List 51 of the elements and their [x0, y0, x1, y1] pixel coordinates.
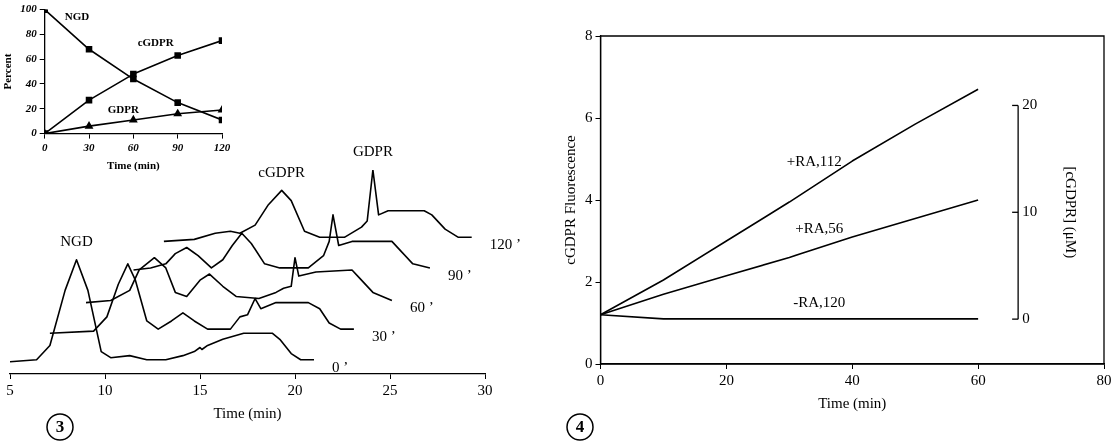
x-axis-title: Time (min) [213, 404, 282, 422]
y-tick-label: 4 [585, 190, 593, 207]
x-tick-label: 20 [287, 381, 303, 398]
annotation: cGDPR [258, 163, 306, 180]
x-tick-label: 25 [382, 381, 398, 398]
series-label: 120 ’ [489, 236, 521, 253]
y-tick-label: 8 [585, 26, 593, 43]
series-label: 90 ’ [447, 266, 472, 283]
x-axis-title: Time (min) [818, 394, 887, 412]
series-label: 0 ’ [332, 358, 349, 375]
series-label: NGD [64, 10, 90, 23]
x-tick-label: 120 [213, 141, 231, 154]
y-axis-title: Percent [1, 53, 14, 90]
x-tick-label: 0 [41, 141, 48, 154]
annotation: NGD [60, 233, 93, 250]
series-label: +RA,56 [795, 220, 844, 237]
y-tick-label: 100 [20, 2, 38, 15]
y-tick-label: 60 [25, 52, 38, 65]
series-label: -RA,120 [793, 293, 846, 310]
series-label: 60 ’ [409, 299, 434, 316]
x-tick-label: 30 [82, 141, 96, 154]
y-axis-title: cGDPR Fluorescence [561, 134, 578, 265]
x-tick-label: 30 [477, 381, 493, 398]
y2-tick-label: 10 [1022, 203, 1038, 220]
y-tick-label: 2 [585, 272, 593, 289]
y2-axis-title: [cGDPR] (μM) [1062, 166, 1080, 259]
x-tick-label: 10 [97, 381, 113, 398]
x-tick-label: 15 [192, 381, 208, 398]
x-tick-label: 60 [970, 371, 986, 388]
series-label: GDPR [107, 102, 140, 115]
series-label: cGDPR [137, 36, 175, 49]
x-tick-label: 20 [718, 371, 734, 388]
y-tick-label: 6 [585, 108, 593, 125]
y-tick-label: 80 [25, 27, 38, 40]
y2-tick-label: 20 [1022, 96, 1038, 113]
x-tick-label: 40 [844, 371, 860, 388]
x-tick-label: 80 [1096, 371, 1112, 388]
annotation: GDPR [352, 143, 393, 160]
x-axis-title: Time (min) [107, 159, 161, 173]
y-tick-label: 20 [24, 101, 38, 114]
series-label: 30 ’ [371, 328, 396, 345]
y-tick-label: 0 [585, 354, 593, 371]
x-tick-label: 60 [127, 141, 140, 154]
x-tick-label: 0 [596, 371, 605, 388]
y-tick-label: 40 [24, 76, 38, 89]
text: 3 [55, 417, 65, 437]
x-tick-label: 5 [6, 381, 14, 398]
y-tick-label: 0 [31, 126, 38, 139]
x-tick-label: 90 [172, 141, 184, 154]
y2-tick-label: 0 [1022, 310, 1030, 327]
series-label: +RA,112 [786, 152, 842, 169]
